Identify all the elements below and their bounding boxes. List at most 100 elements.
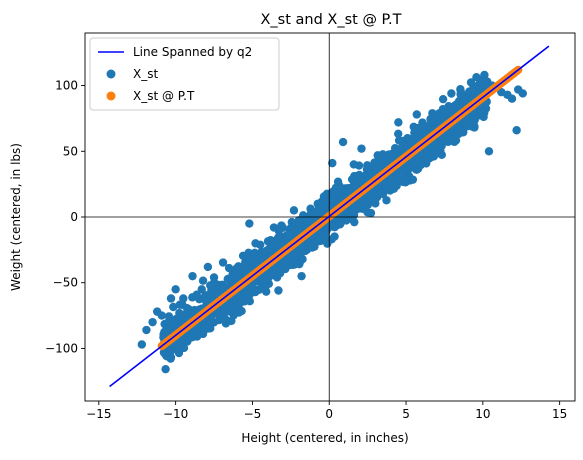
x-st-point	[244, 264, 254, 274]
x-st-point	[234, 262, 243, 271]
legend-label: X_st @ P.T	[133, 89, 195, 103]
x-st-point	[271, 239, 280, 249]
x-st-point	[457, 128, 466, 137]
x-st-point	[331, 183, 341, 193]
x-st-point	[469, 88, 478, 97]
x-st-outlier-point	[297, 271, 306, 281]
x-st-outlier-point	[518, 89, 527, 98]
x-st-point	[378, 189, 388, 199]
x-st-point	[224, 263, 234, 273]
x-st-point	[182, 304, 192, 313]
x-tick-label: 0	[325, 407, 333, 421]
x-st-outlier-point	[403, 133, 412, 143]
x-st-outlier-point	[179, 294, 188, 303]
x-st-point	[451, 136, 461, 145]
x-st-point	[221, 303, 231, 312]
x-st-outlier-point	[357, 144, 366, 153]
x-tick-label: 10	[475, 407, 490, 421]
y-tick-label: 100	[55, 79, 78, 93]
x-st-outlier-point	[245, 219, 254, 228]
x-st-point	[274, 286, 283, 295]
x-st-point	[475, 78, 485, 87]
x-st-outlier-point	[157, 311, 167, 320]
x-st-outlier-point	[450, 101, 460, 110]
x-st-point	[466, 78, 476, 87]
x-st-point	[273, 270, 282, 279]
x-st-point	[330, 232, 339, 241]
x-st-point	[394, 174, 404, 183]
x-st-point	[344, 214, 354, 223]
x-st-point	[289, 206, 299, 215]
legend-marker-swatch	[106, 91, 116, 101]
x-st-outlier-point	[142, 325, 151, 335]
x-tick-label: −10	[163, 407, 188, 421]
x-st-point	[307, 242, 316, 251]
x-st-point	[438, 94, 448, 104]
x-st-point	[412, 165, 422, 174]
x-st-point	[179, 343, 189, 353]
x-st-outlier-point	[507, 94, 517, 103]
x-st-point	[425, 153, 435, 163]
x-st-point	[390, 143, 400, 153]
x-st-point	[238, 251, 248, 261]
x-st-point	[232, 297, 241, 306]
x-st-point	[392, 181, 401, 191]
x-st-point	[264, 244, 274, 254]
legend-box	[89, 37, 280, 111]
x-st-point	[363, 191, 373, 200]
legend: Line Spanned by q2 X_st X_st @ P.T	[89, 37, 280, 111]
x-st-outlier-point	[394, 118, 403, 127]
x-st-point	[228, 305, 237, 314]
x-st-outlier-point	[171, 285, 180, 294]
x-st-point	[260, 278, 269, 288]
x-st-point	[198, 276, 208, 285]
x-st-point	[323, 199, 332, 208]
x-st-point	[169, 302, 178, 312]
x-st-point	[294, 216, 304, 225]
x-st-point	[306, 208, 316, 218]
chart-title: X_st and X_st @ P.T	[260, 12, 401, 28]
x-st-point	[402, 162, 411, 171]
x-tick-label: −5	[244, 407, 262, 421]
x-st-outlier-point	[338, 137, 348, 147]
x-st-point	[251, 287, 260, 297]
x-st-point	[400, 174, 410, 184]
x-st-point	[350, 179, 359, 188]
x-st-point	[195, 329, 204, 338]
x-st-outlier-point	[137, 340, 147, 349]
x-st-point	[214, 315, 224, 325]
x-st-point	[161, 364, 170, 374]
x-st-point	[166, 354, 175, 363]
y-tick-label: −50	[53, 276, 78, 290]
x-st-outlier-point	[328, 158, 337, 168]
x-st-point	[188, 333, 197, 342]
x-st-point	[314, 236, 323, 246]
x-st-outlier-point	[289, 252, 299, 261]
legend-label: X_st	[133, 67, 158, 81]
x-st-outlier-point	[203, 262, 213, 272]
x-st-point	[366, 208, 376, 218]
x-st-point	[290, 258, 299, 267]
x-st-point	[277, 259, 287, 268]
x-st-outlier-point	[197, 285, 206, 294]
x-st-point	[192, 290, 201, 299]
x-st-outlier-point	[512, 126, 521, 135]
x-st-point	[394, 129, 403, 139]
legend-label: Line Spanned by q2	[133, 45, 252, 59]
x-st-point	[240, 297, 249, 306]
legend-marker-swatch	[106, 69, 116, 79]
x-st-point	[382, 196, 391, 205]
x-st-point	[383, 155, 393, 165]
x-st-point	[344, 185, 353, 194]
x-st-outlier-point	[438, 105, 448, 114]
x-st-outlier-point	[162, 325, 171, 335]
q2-span-line	[109, 45, 550, 388]
x-st-outlier-point	[280, 236, 289, 245]
x-st-point	[221, 314, 230, 324]
x-st-outlier-point	[148, 317, 157, 327]
x-st-outlier-point	[484, 147, 494, 156]
x-st-outlier-point	[349, 160, 359, 169]
x-st-point	[462, 119, 471, 128]
x-tick-label: 5	[402, 407, 410, 421]
